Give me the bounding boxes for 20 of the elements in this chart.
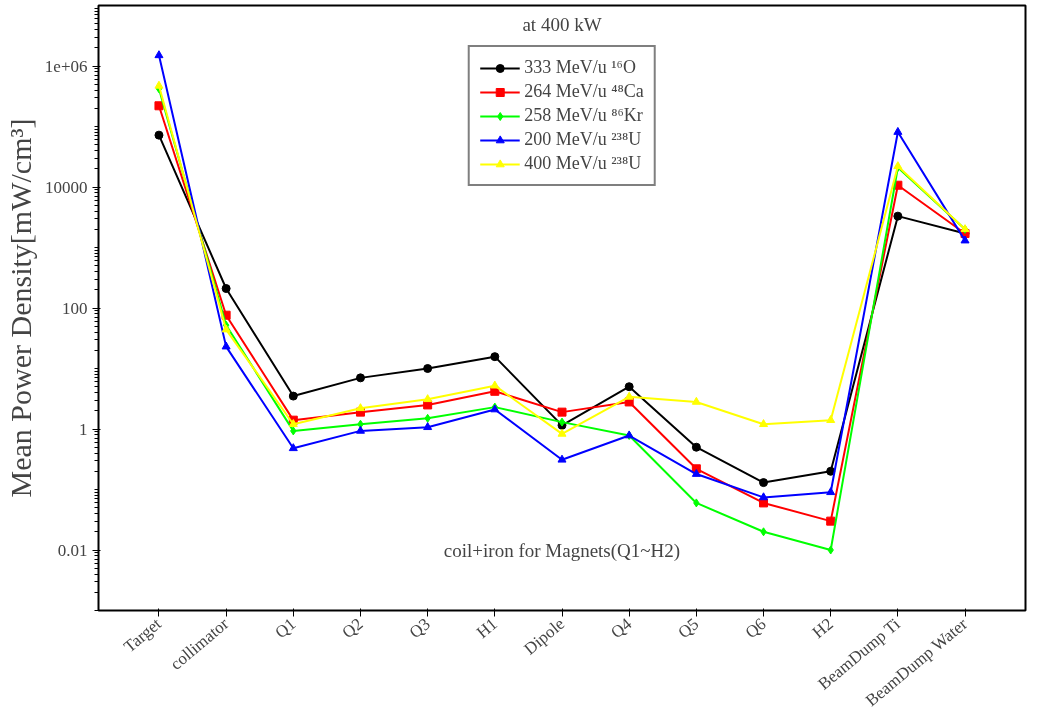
x-tick-label: H1 xyxy=(472,614,501,643)
y-tick-label: 1 xyxy=(79,419,88,439)
y-axis-title: Mean Power Density[mW/cm³] xyxy=(3,118,37,498)
annotation: coil+iron for Magnets(Q1~H2) xyxy=(443,539,681,562)
y-tick-label: 1e+06 xyxy=(44,56,88,76)
x-tick-label: Q6 xyxy=(741,614,770,643)
y-tick-label: 0.01 xyxy=(57,540,88,560)
annotation: at 400 kW xyxy=(522,13,602,35)
x-tick-label: Q3 xyxy=(405,614,434,643)
legend-label: 264 MeV/u ⁴⁸Ca xyxy=(524,81,644,102)
x-tick-label: Q4 xyxy=(607,613,636,643)
x-tick-label: Q2 xyxy=(338,614,367,643)
x-tick-label: Q1 xyxy=(271,614,300,643)
legend-label: 200 MeV/u ²³⁸U xyxy=(524,129,642,150)
y-tick-label: 100 xyxy=(62,298,88,318)
legend-label: 400 MeV/u ²³⁸U xyxy=(524,153,642,174)
y-tick-label: 10000 xyxy=(45,177,88,197)
x-tick-label: Q5 xyxy=(674,614,703,643)
legend-label: 258 MeV/u ⁸⁶Kr xyxy=(524,105,643,126)
legend-label: 333 MeV/u ¹⁶O xyxy=(524,57,636,78)
